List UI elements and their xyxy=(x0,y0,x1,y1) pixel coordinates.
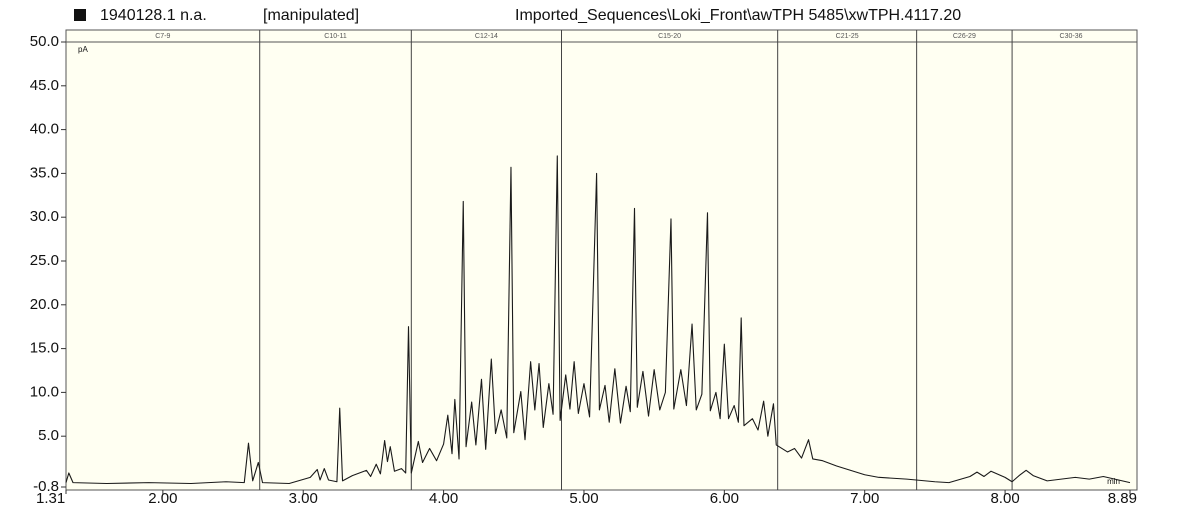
x-tick-label: 4.00 xyxy=(429,490,458,507)
region-label: C15-20 xyxy=(658,33,681,40)
y-tick-label: 15.0 xyxy=(30,340,59,357)
annotation: [manipulated] xyxy=(263,7,359,24)
region-label: C30-36 xyxy=(1060,33,1083,40)
trace-line xyxy=(65,155,1131,485)
region-label: C26-29 xyxy=(953,33,976,40)
chart-title: 1940128.1 n.a. xyxy=(100,7,207,24)
y-tick-label: 20.0 xyxy=(30,296,59,313)
region-label: C12-14 xyxy=(475,33,498,40)
y-tick-label: 30.0 xyxy=(30,208,59,225)
x-tick-label: 7.00 xyxy=(850,490,879,507)
x-tick-label: 2.00 xyxy=(148,490,177,507)
x-tick-label: 3.00 xyxy=(289,490,318,507)
x-axis-label: min xyxy=(1107,477,1120,486)
plot-area xyxy=(65,29,1138,491)
region-label: C21-25 xyxy=(836,33,859,40)
y-tick-label: 40.0 xyxy=(30,121,59,138)
y-tick-label: 50.0 xyxy=(30,33,59,50)
region-label: C7-9 xyxy=(155,33,170,40)
x-tick-label: 8.00 xyxy=(990,490,1019,507)
y-tick-label: 45.0 xyxy=(30,77,59,94)
chart-subtitle: Imported_Sequences\Loki_Front\awTPH 5485… xyxy=(515,7,961,24)
x-tick-label: 5.00 xyxy=(569,490,598,507)
x-tick-label: 1.31 xyxy=(36,490,65,507)
region-label: C10-11 xyxy=(324,33,347,40)
x-tick-label: 8.89 xyxy=(1108,490,1137,507)
y-tick-label: -0.8 xyxy=(33,478,59,495)
y-axis-label: pA xyxy=(78,45,88,54)
y-tick-label: 25.0 xyxy=(30,252,59,269)
x-tick-label: 6.00 xyxy=(710,490,739,507)
y-tick-label: 35.0 xyxy=(30,164,59,181)
series-marker xyxy=(74,9,86,21)
y-tick-label: 10.0 xyxy=(30,383,59,400)
y-tick-label: 5.0 xyxy=(38,427,59,444)
